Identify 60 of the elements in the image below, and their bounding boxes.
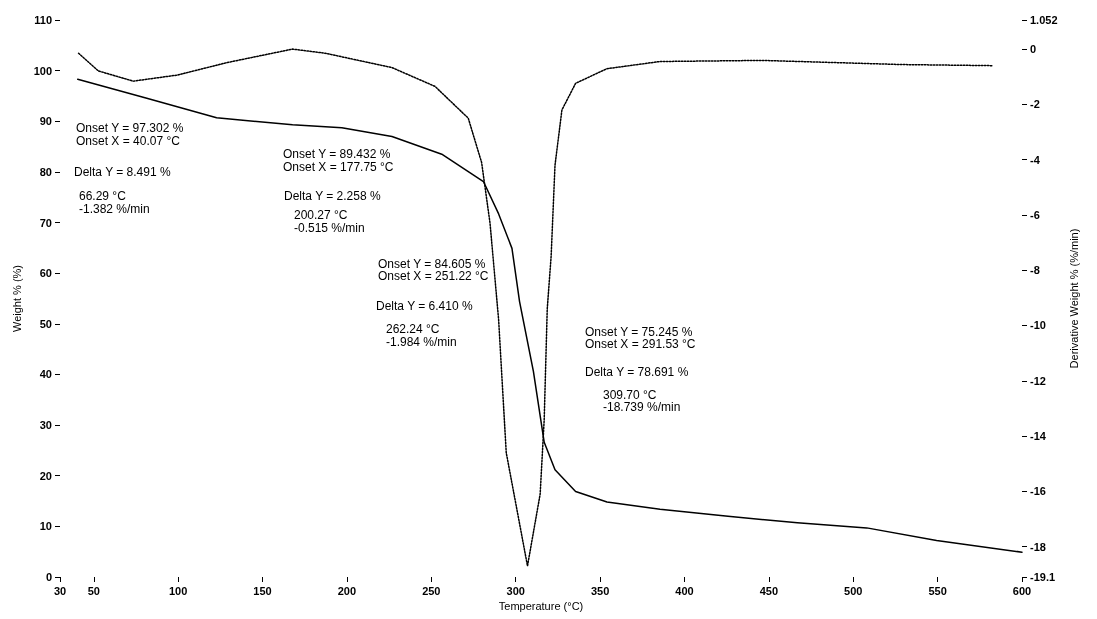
annotation: 200.27 °C xyxy=(294,208,348,222)
annotation: Onset X = 177.75 °C xyxy=(283,160,394,174)
annotation: -18.739 %/min xyxy=(603,400,681,414)
x-tick-label: 30 xyxy=(53,584,67,597)
x-tick-label: 550 xyxy=(928,584,947,597)
x-tick-label: 300 xyxy=(506,584,525,597)
y-tick-label: 60 xyxy=(39,267,52,280)
y-tick-label: 0 xyxy=(45,571,52,583)
annotation: -1.382 %/min xyxy=(79,202,150,216)
annotation: -1.984 %/min xyxy=(386,335,457,349)
x-tick-label: 450 xyxy=(759,584,779,597)
y2-tick-label: -18 xyxy=(1030,540,1046,553)
x-tick-label: 150 xyxy=(253,584,272,597)
y2-axis-title: Derivative Weight % (%/min) xyxy=(1067,228,1080,369)
x-axis-title: Temperature (°C) xyxy=(498,600,584,613)
x-tick-label: 500 xyxy=(844,584,863,597)
y2-tick-label: -10 xyxy=(1030,319,1046,332)
y-tick-label: 70 xyxy=(39,216,52,229)
y-tick-label: 80 xyxy=(39,165,52,178)
y-tick-label: 30 xyxy=(39,419,52,432)
x-tick-label: 200 xyxy=(337,584,357,597)
y-tick-label: 20 xyxy=(39,469,52,482)
annotation: Onset X = 291.53 °C xyxy=(585,337,696,351)
y2-tick-label: 0 xyxy=(1030,43,1037,56)
y2-tick-label: -6 xyxy=(1030,208,1040,221)
y-tick-label: 90 xyxy=(39,115,52,128)
y-tick-label: 110 xyxy=(34,14,52,26)
y2-tick-label: -14 xyxy=(1030,430,1047,443)
annotation: Delta Y = 78.691 % xyxy=(585,365,689,379)
x-tick-label: 400 xyxy=(675,584,694,597)
y2-tick-label: -12 xyxy=(1030,374,1046,387)
x-tick-label: 100 xyxy=(168,584,188,597)
y2-tick-label: -19.1 xyxy=(1030,571,1056,583)
annotation: 309.70 °C xyxy=(603,388,657,402)
annotation: Delta Y = 8.491 % xyxy=(74,165,171,179)
x-tick-label: 350 xyxy=(590,584,610,597)
annotation: Onset Y = 84.605 % xyxy=(378,257,486,271)
y-tick-label: 40 xyxy=(39,368,52,381)
annotation: 66.29 °C xyxy=(79,189,127,203)
annotation: Onset Y = 75.245 % xyxy=(585,325,693,339)
x-tick-label: 600 xyxy=(1012,584,1032,597)
annotation: Delta Y = 2.258 % xyxy=(284,189,381,203)
annotation: Onset X = 40.07 °C xyxy=(76,134,181,148)
y2-tick-label: -8 xyxy=(1030,264,1040,277)
y-tick-label: 100 xyxy=(33,64,52,77)
annotation: Onset Y = 89.432 % xyxy=(283,147,391,161)
annotation: Onset X = 251.22 °C xyxy=(378,269,489,283)
y-tick-label: 10 xyxy=(39,520,52,533)
annotation: -0.515 %/min xyxy=(294,221,365,235)
x-tick-label: 250 xyxy=(422,584,441,597)
y-tick-label: 50 xyxy=(39,317,52,330)
y2-tick-label: 1.052 xyxy=(1030,14,1058,26)
y2-tick-label: -16 xyxy=(1030,485,1046,498)
y2-tick-label: -4 xyxy=(1030,153,1041,166)
annotation: 262.24 °C xyxy=(386,322,440,336)
annotation: Onset Y = 97.302 % xyxy=(76,121,184,135)
y2-tick-label: -2 xyxy=(1030,98,1040,111)
annotation: Delta Y = 6.410 % xyxy=(376,299,473,313)
x-tick-label: 50 xyxy=(87,584,100,597)
y-axis-title: Weight % (%) xyxy=(10,264,23,333)
